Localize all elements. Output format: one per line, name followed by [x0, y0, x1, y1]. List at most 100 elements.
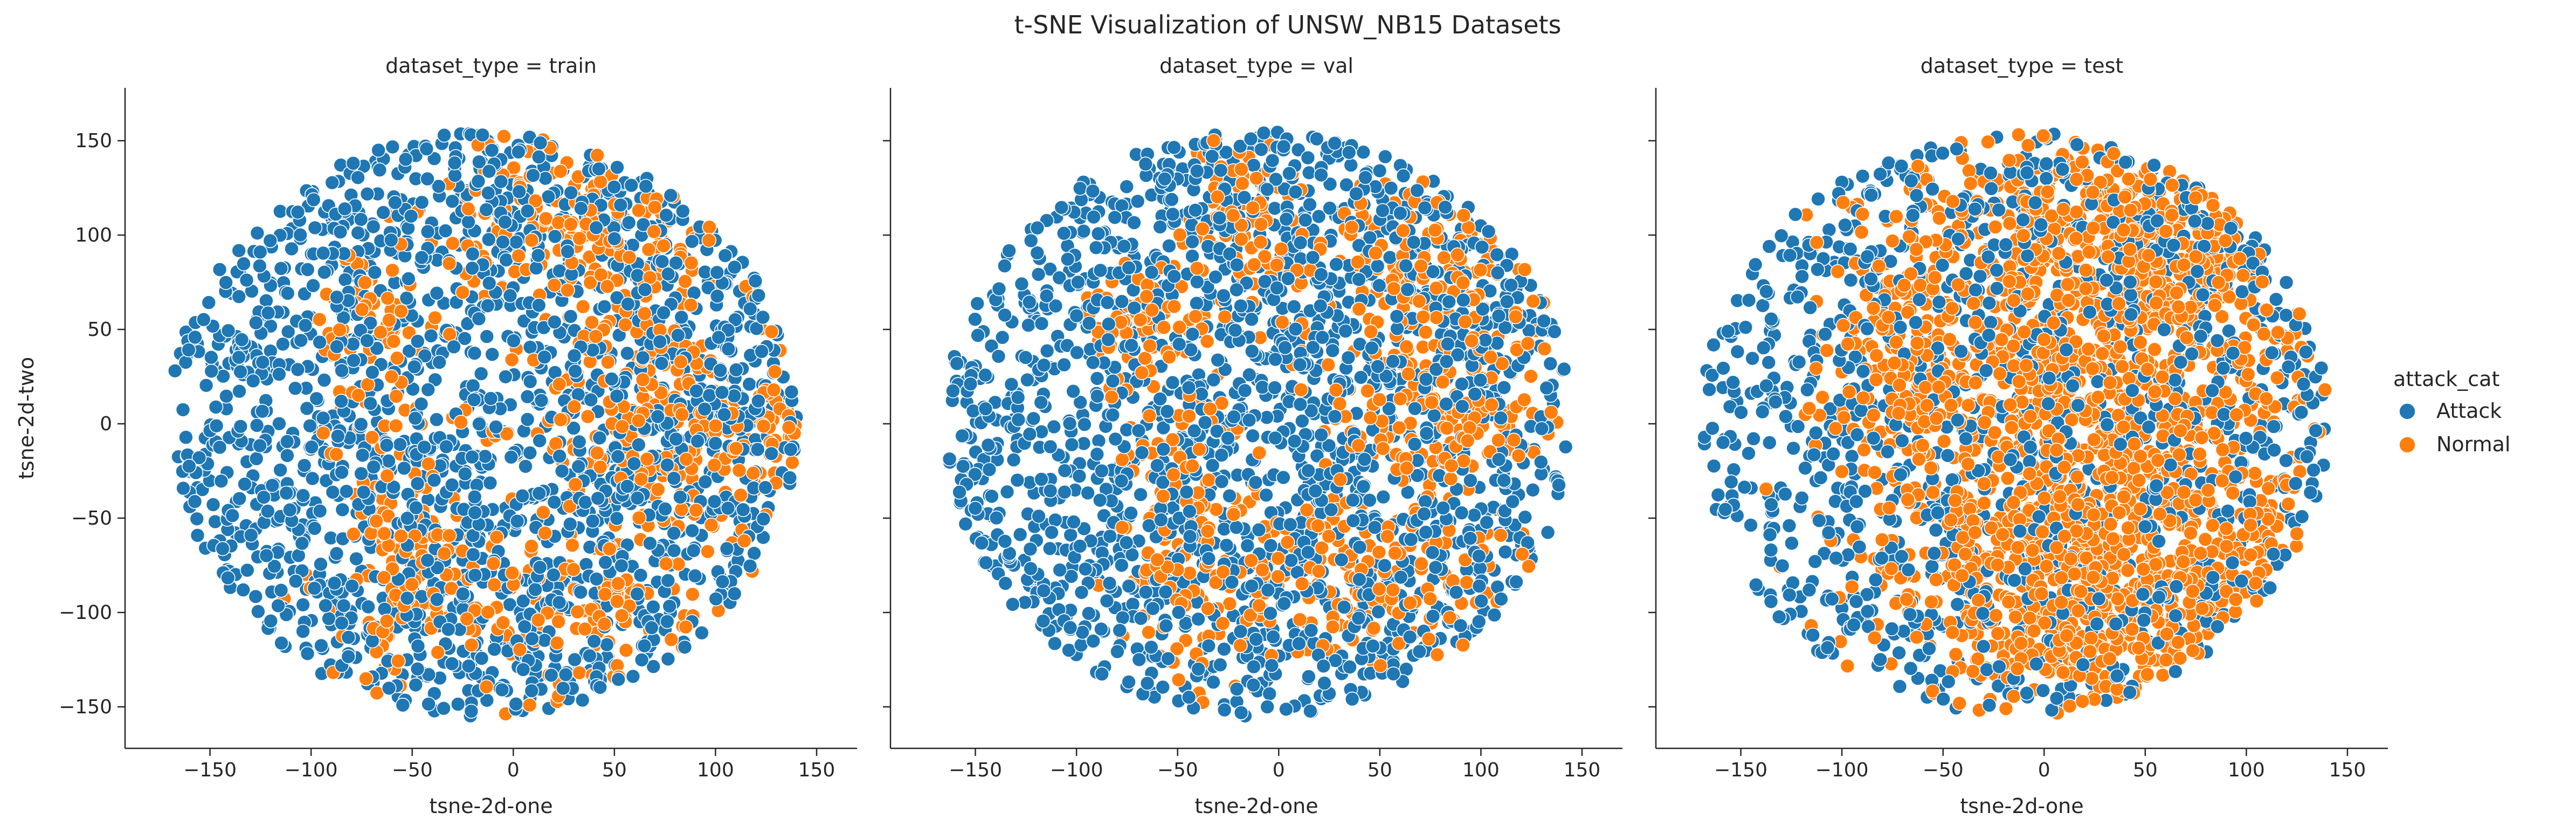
point-normal	[671, 556, 686, 572]
point-normal	[496, 129, 512, 144]
point-normal	[512, 642, 528, 657]
point-normal	[1115, 520, 1130, 535]
point-attack	[233, 419, 248, 434]
point-attack	[1536, 313, 1551, 329]
point-attack	[1078, 561, 1093, 577]
point-attack	[479, 202, 494, 217]
point-attack	[419, 141, 434, 156]
point-normal	[489, 529, 505, 545]
point-attack	[361, 599, 376, 615]
point-normal	[329, 446, 344, 462]
point-attack	[1181, 380, 1197, 395]
point-attack	[1036, 357, 1052, 373]
point-attack	[607, 231, 622, 246]
point-attack	[1155, 679, 1170, 695]
point-attack	[978, 555, 993, 570]
point-normal	[679, 451, 694, 467]
point-normal	[460, 201, 476, 217]
point-attack	[478, 449, 493, 464]
point-normal	[377, 526, 392, 541]
point-attack	[344, 579, 360, 594]
point-normal	[1195, 221, 1210, 237]
point-attack	[350, 225, 366, 240]
point-attack	[487, 642, 502, 657]
point-attack	[1131, 423, 1147, 438]
y-tick-label: 0	[100, 413, 112, 435]
point-attack	[205, 497, 221, 512]
point-attack	[408, 500, 424, 515]
point-attack	[354, 466, 369, 481]
point-attack	[1091, 433, 1107, 449]
point-attack	[1540, 525, 1556, 540]
point-attack	[263, 614, 279, 629]
point-attack	[1246, 677, 1261, 693]
point-attack	[1426, 408, 1442, 423]
point-attack	[1042, 483, 1058, 499]
point-attack	[1282, 166, 1297, 181]
point-attack	[1383, 181, 1399, 196]
point-normal	[639, 451, 655, 467]
point-normal	[1506, 432, 1522, 448]
point-attack	[252, 258, 267, 274]
point-attack	[1377, 558, 1392, 573]
point-attack	[571, 459, 586, 474]
point-attack	[610, 160, 625, 175]
point-normal	[658, 556, 674, 572]
point-attack	[1283, 553, 1299, 568]
point-normal	[354, 302, 370, 317]
point-attack	[220, 323, 236, 339]
point-normal	[464, 637, 479, 653]
point-attack	[764, 446, 779, 462]
point-attack	[325, 485, 341, 500]
point-attack	[537, 349, 552, 365]
point-attack	[547, 314, 562, 330]
point-attack	[309, 391, 324, 407]
point-attack	[1077, 417, 1092, 432]
point-attack	[182, 458, 197, 474]
point-normal	[701, 232, 717, 248]
point-attack	[1265, 153, 1280, 168]
point-normal	[592, 459, 608, 475]
point-attack	[213, 473, 229, 489]
point-attack	[512, 184, 527, 199]
point-normal	[1201, 472, 1217, 488]
point-normal	[1437, 250, 1452, 265]
point-attack	[702, 388, 717, 403]
point-attack	[307, 521, 322, 536]
point-attack	[329, 339, 344, 354]
point-attack	[1069, 308, 1085, 323]
point-attack	[1123, 505, 1138, 521]
point-attack	[464, 449, 480, 465]
point-attack	[1453, 618, 1468, 634]
point-attack	[272, 204, 288, 219]
point-attack	[248, 589, 264, 604]
point-attack	[279, 485, 294, 501]
point-attack	[218, 275, 233, 290]
point-attack	[498, 215, 513, 230]
point-attack	[1233, 705, 1249, 720]
point-attack	[574, 201, 589, 216]
point-attack	[201, 295, 217, 310]
point-attack	[251, 604, 266, 619]
point-normal	[373, 325, 388, 340]
point-attack	[1039, 288, 1054, 304]
point-attack	[1342, 659, 1357, 674]
point-attack	[509, 513, 525, 529]
point-normal	[1192, 442, 1207, 457]
point-normal	[427, 310, 443, 326]
point-attack	[1063, 527, 1078, 543]
point-attack	[687, 568, 703, 583]
point-normal	[637, 306, 652, 321]
point-attack	[1479, 515, 1494, 530]
point-attack	[259, 548, 274, 563]
point-normal	[678, 274, 693, 289]
point-attack	[666, 526, 681, 541]
point-attack	[1102, 528, 1118, 544]
point-attack	[302, 418, 317, 433]
point-attack	[727, 259, 742, 275]
point-normal	[737, 533, 752, 549]
point-attack	[471, 311, 487, 327]
point-attack	[531, 298, 547, 313]
point-attack	[465, 260, 480, 276]
point-attack	[315, 410, 331, 426]
